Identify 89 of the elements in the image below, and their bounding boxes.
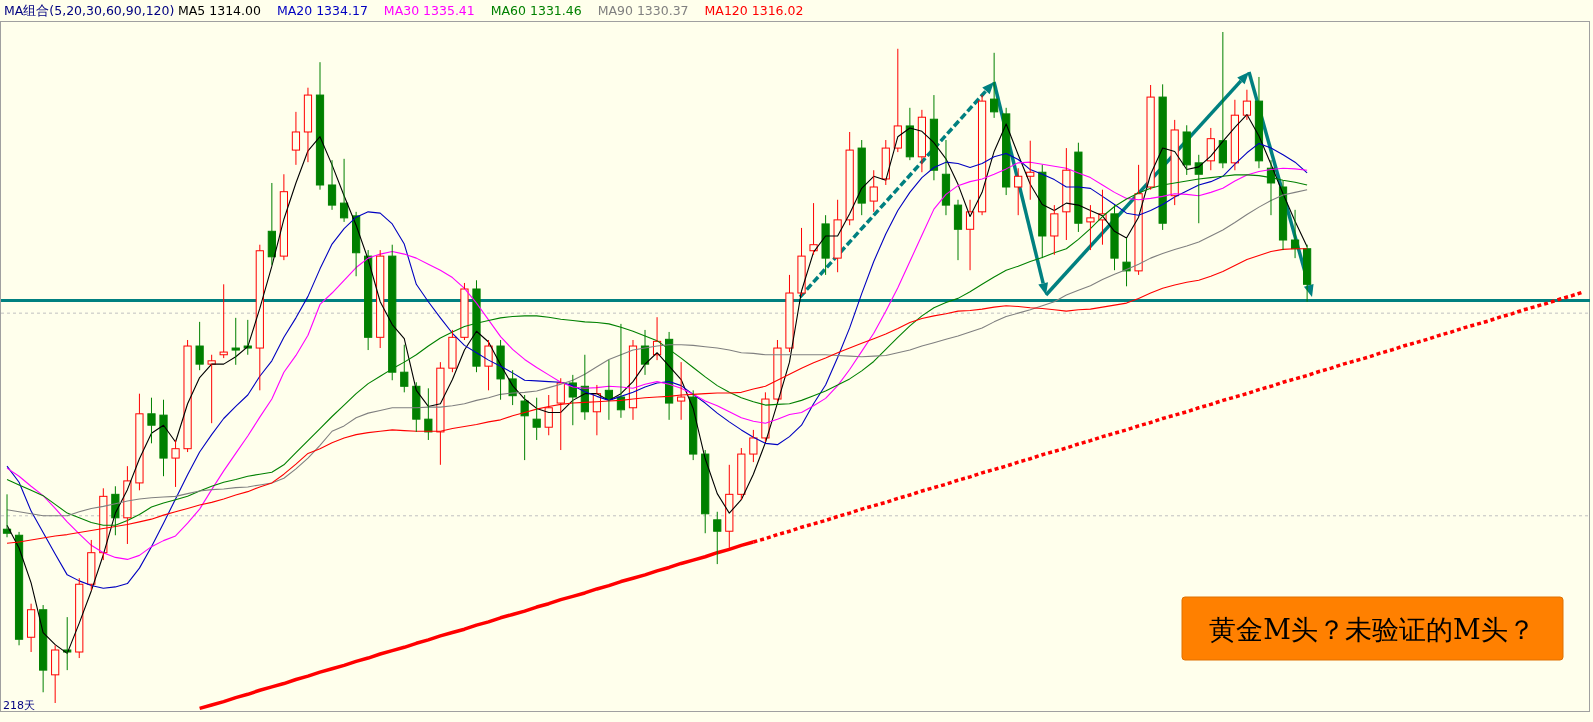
- candlestick: [51, 644, 60, 704]
- candlestick: [953, 199, 963, 261]
- candlestick: [821, 214, 830, 276]
- candlestick: [255, 244, 264, 391]
- candlestick: [1170, 119, 1179, 206]
- candlestick: [279, 173, 288, 261]
- candlestick: [749, 429, 758, 463]
- candlestick: [26, 603, 36, 653]
- text: MA30 1335.41: [383, 3, 475, 18]
- annotation: 黄金M头？未验证的M头？: [1209, 614, 1535, 645]
- candlestick: [1278, 179, 1288, 251]
- candlestick: [400, 344, 409, 393]
- candlestick: [941, 139, 951, 216]
- candlestick: [881, 139, 890, 186]
- candlestick: [424, 387, 433, 441]
- candlestick: [1062, 147, 1071, 241]
- candlestick: [845, 131, 854, 226]
- candlestick: [737, 447, 746, 501]
- candlestick: [75, 577, 84, 659]
- candlestick: [303, 87, 313, 163]
- candlestick: [171, 439, 180, 488]
- candlestick: [929, 94, 939, 181]
- candlestick: [231, 317, 240, 366]
- candlestick: [1026, 140, 1035, 201]
- candlestick: [364, 249, 373, 351]
- candlestick: [436, 361, 445, 466]
- candlestick: [917, 109, 927, 173]
- candlestick: [195, 321, 204, 371]
- candlestick: [689, 389, 698, 461]
- candlestick: [1254, 76, 1264, 169]
- candlestick: [833, 199, 842, 273]
- text: MA20 1334.17: [276, 3, 368, 18]
- candlestick: [1242, 89, 1252, 121]
- candlestick: [701, 449, 710, 534]
- candlestick: [87, 539, 96, 591]
- candlestick: [1002, 107, 1011, 196]
- candlestick: [1110, 204, 1119, 271]
- candlestick: [460, 282, 469, 341]
- candlestick: [159, 399, 168, 477]
- candlestick: [339, 158, 349, 223]
- candlestick: [448, 329, 457, 373]
- candlestick: [857, 139, 866, 216]
- candlestick: [183, 339, 192, 453]
- candlestick: [1086, 204, 1095, 251]
- candlestick: [532, 397, 541, 441]
- candlestick: [1182, 124, 1191, 176]
- candlestick: [14, 531, 24, 646]
- text: MA90 1330.37: [597, 3, 689, 18]
- text: MA60 1331.46: [490, 3, 582, 18]
- text: MA120 1316.02: [704, 3, 804, 18]
- candlestick: [472, 279, 481, 373]
- candlestick: [147, 397, 156, 444]
- candlestick: [797, 227, 806, 297]
- candlestick: [977, 94, 987, 216]
- candlestick: [1134, 164, 1143, 276]
- candlestick: [1146, 84, 1155, 191]
- candlestick: [484, 339, 493, 391]
- candlestick: [39, 604, 48, 693]
- candlestick: [773, 339, 782, 403]
- candlestick: [785, 274, 794, 353]
- candlestick: [267, 182, 276, 266]
- candlestick: [1050, 204, 1059, 256]
- candlestick: [1074, 142, 1083, 233]
- candlestick: [520, 394, 529, 461]
- candlestick: [388, 244, 397, 381]
- candlestick: [713, 511, 722, 565]
- candlestick: [809, 202, 818, 256]
- candlestick: [135, 393, 144, 491]
- candlestick: [243, 319, 252, 356]
- candlestick: [327, 159, 337, 211]
- candlestick: [1230, 99, 1239, 171]
- candlestick: [544, 394, 553, 436]
- chart-title: MA组合(5,20,30,60,90,120): [4, 3, 175, 18]
- annotation: 218天: [3, 699, 35, 712]
- candlestick: [291, 111, 301, 166]
- candlestick: [990, 52, 999, 119]
- candlestick: [677, 361, 686, 421]
- candlestick: [207, 354, 216, 424]
- candlestick: [219, 283, 228, 359]
- candlestick: [1014, 167, 1023, 216]
- candlestick: [1218, 31, 1227, 169]
- candlestick: [376, 249, 385, 349]
- candlestick: [412, 381, 421, 433]
- text: MA5 1314.00: [178, 3, 261, 18]
- candlestick: [1122, 237, 1131, 287]
- candlestick: [315, 61, 325, 191]
- candlestick: [496, 339, 505, 401]
- candlestick: [869, 169, 878, 213]
- candlestick: [905, 107, 914, 161]
